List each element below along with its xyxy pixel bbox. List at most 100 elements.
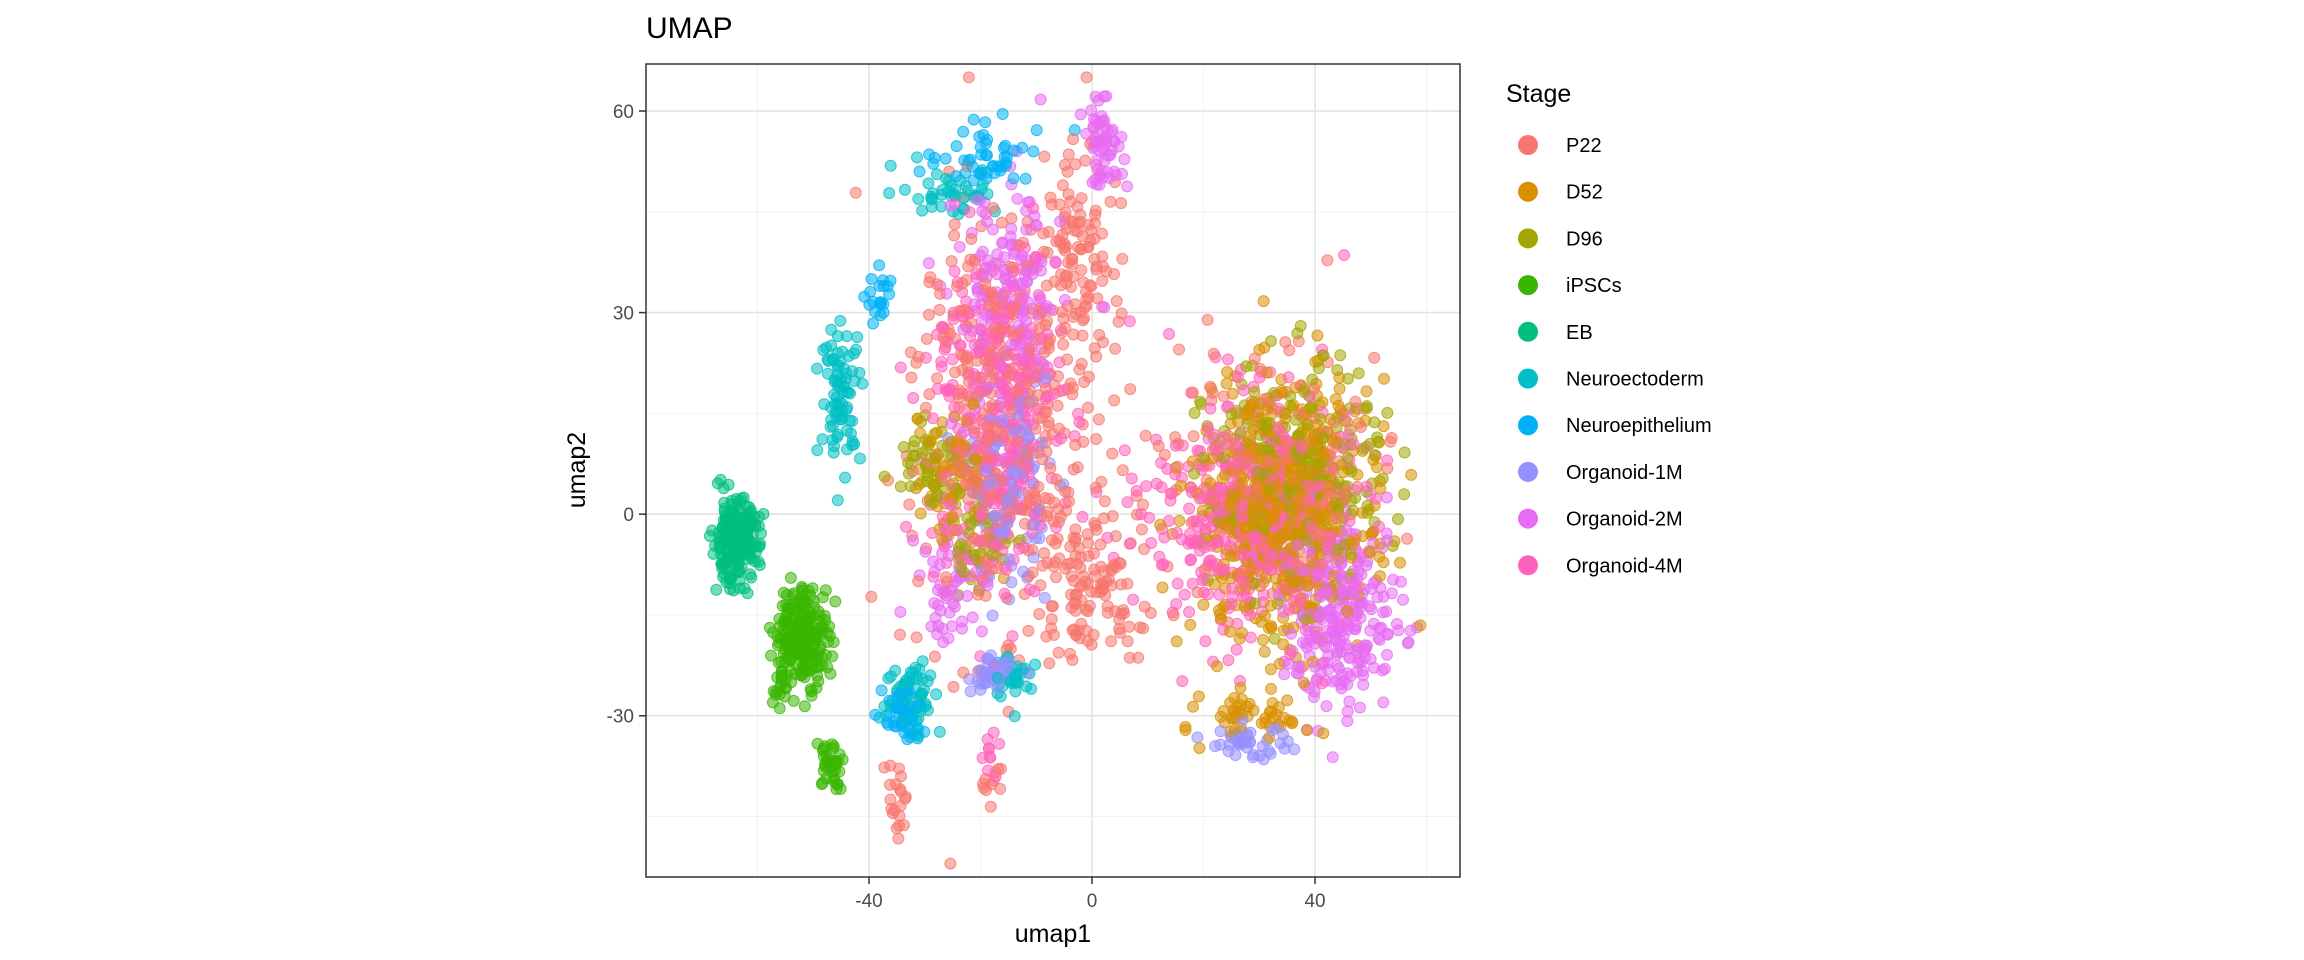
point-organoid-4m [1257,588,1270,601]
point-d96 [1317,431,1330,444]
point-d52 [1378,372,1390,385]
point-neuroectoderm [912,193,925,205]
point-p22 [1049,537,1062,550]
point-organoid-2m [922,257,935,270]
point-ipscs [825,738,838,751]
point-organoid-2m [1397,593,1409,606]
point-neuroectoderm [1020,680,1033,693]
point-organoid-4m [946,353,959,366]
legend-label-organoid-4m: Organoid-4M [1566,555,1683,577]
point-organoid-4m [1164,487,1177,500]
point-neuroectoderm [913,663,926,676]
point-organoid-4m [1226,582,1239,595]
point-p22 [979,561,992,574]
point-p22 [1108,394,1121,407]
point-p22 [1052,646,1065,659]
point-d96 [902,467,915,480]
point-p22 [958,304,971,316]
point-neuroepithelium [867,317,880,330]
point-organoid-4m [1014,478,1027,491]
point-p22 [1074,561,1087,574]
point-p22 [955,387,968,400]
point-organoid-2m [1341,715,1354,728]
point-p22 [928,650,941,663]
point-neuroectoderm [811,362,823,375]
point-ipscs [822,635,834,648]
point-organoid-4m [980,381,993,394]
point-organoid-4m [1004,442,1017,455]
point-d52 [1311,418,1324,431]
point-p22 [1090,433,1103,445]
point-organoid-1m [1038,591,1051,604]
y-tick-label: 30 [613,304,634,325]
x-tick-label: 40 [1304,891,1325,912]
point-organoid-4m [1286,556,1299,569]
point-p22 [948,229,961,242]
point-p22 [1003,369,1016,382]
point-organoid-4m [1150,477,1163,490]
point-organoid-2m [1377,606,1390,619]
point-organoid-4m [1369,492,1382,505]
point-organoid-4m [1196,574,1209,587]
point-organoid-1m [984,649,997,662]
point-p22 [1217,390,1230,403]
point-organoid-1m [1247,748,1260,761]
point-p22 [1109,342,1122,355]
point-d52 [1211,660,1223,673]
point-d52 [1224,696,1237,709]
point-neuroectoderm [835,413,848,426]
point-d52 [1337,466,1350,479]
point-organoid-4m [1170,598,1183,610]
point-d52 [1317,727,1330,740]
point-p22 [1321,491,1334,504]
point-eb [741,587,754,600]
point-organoid-4m [988,497,1001,510]
point-p22 [1158,448,1171,461]
point-organoid-4m [948,265,961,278]
point-d52 [1184,618,1197,631]
point-p22 [1110,295,1123,308]
point-neuroectoderm [848,438,861,451]
point-p22 [1056,305,1069,318]
point-organoid-1m [1002,655,1014,667]
point-d52 [1257,295,1270,308]
point-d52 [1179,721,1192,733]
point-organoid-2m [1346,576,1359,589]
point-neuroepithelium [967,113,980,126]
point-neuroepithelium [950,140,963,153]
point-d96 [927,479,940,492]
point-neuroepithelium [875,684,888,697]
point-d52 [1241,408,1254,421]
point-d96 [1372,435,1385,448]
point-d52 [1223,498,1236,511]
point-ipscs [798,648,811,661]
point-organoid-4m [1000,456,1013,469]
point-p22 [1092,413,1105,426]
point-organoid-1m [1281,735,1294,748]
point-p22 [1044,462,1057,475]
point-neuroectoderm [991,671,1004,684]
point-p22 [1042,492,1055,505]
point-organoid-2m [1016,249,1028,262]
point-neuroectoderm [816,433,829,446]
axes: -40 0 40 -30 0 30 60 [607,102,1326,912]
point-organoid-1m [996,526,1009,539]
point-d52 [1301,724,1313,737]
point-p22 [947,680,960,693]
point-organoid-1m [1222,745,1235,758]
point-organoid-2m [944,199,957,212]
point-organoid-2m [1074,108,1087,121]
point-p22 [878,761,891,774]
point-organoid-1m [1003,553,1016,566]
point-organoid-2m [1291,539,1304,552]
point-ipscs [829,595,842,608]
point-p22 [1105,635,1118,648]
point-d52 [1319,508,1332,521]
point-p22 [1040,279,1053,292]
point-d52 [1295,468,1308,481]
point-d96 [959,542,972,554]
point-organoid-2m [1022,296,1034,309]
point-ipscs [798,700,811,713]
point-p22 [1279,336,1292,349]
point-organoid-4m [997,482,1010,495]
